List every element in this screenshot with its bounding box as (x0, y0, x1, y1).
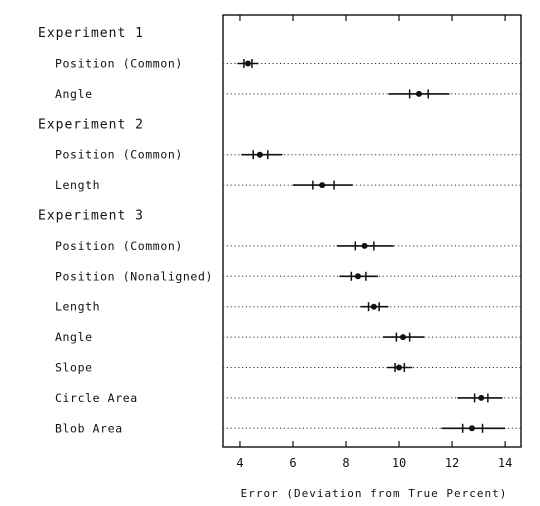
mean-point (400, 334, 407, 341)
x-tick-label: 8 (342, 456, 349, 470)
mean-point (370, 303, 377, 310)
row-label: Length (55, 300, 100, 314)
row-label: Length (55, 178, 100, 192)
mean-point (354, 273, 361, 280)
mean-point (244, 60, 251, 67)
mean-point (256, 151, 263, 158)
row-label: Blob Area (55, 421, 123, 435)
group-title: Experiment 3 (38, 209, 144, 224)
row-label: Position (Nonaligned) (55, 269, 213, 283)
row-label: Position (Common) (55, 148, 183, 162)
mean-point (319, 182, 326, 189)
row-label: Angle (55, 330, 93, 344)
x-tick-label: 10 (392, 456, 406, 470)
row-label: Position (Common) (55, 239, 183, 253)
row-label: Circle Area (55, 391, 138, 405)
mean-point (415, 90, 422, 97)
group-title: Experiment 2 (38, 117, 144, 132)
mean-point (468, 425, 475, 432)
mean-point (478, 394, 485, 401)
row-label: Slope (55, 361, 93, 375)
x-tick-label: 6 (289, 456, 296, 470)
x-tick-label: 14 (498, 456, 512, 470)
row-label: Angle (55, 87, 93, 101)
x-tick-label: 4 (236, 456, 243, 470)
plot-frame (222, 14, 522, 448)
x-axis-title: Error (Deviation from True Percent) (241, 487, 508, 500)
x-tick-label: 12 (445, 456, 459, 470)
mean-point (396, 364, 403, 371)
row-label: Position (Common) (55, 57, 183, 71)
group-title: Experiment 1 (38, 26, 144, 41)
mean-point (361, 242, 368, 249)
